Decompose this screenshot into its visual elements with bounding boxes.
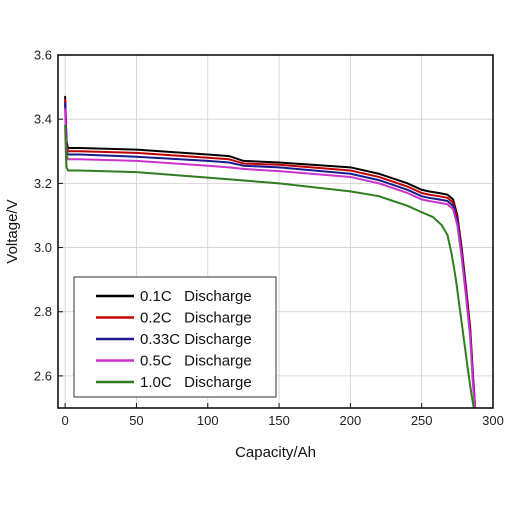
legend-label: 0.1C Discharge <box>140 288 252 305</box>
series-group <box>64 95 477 408</box>
y-tick-label: 3.2 <box>34 176 52 191</box>
y-axis-title: Voltage/V <box>4 199 21 263</box>
x-tick-label: 50 <box>129 413 143 428</box>
legend-label: 0.2C Discharge <box>140 310 252 327</box>
y-tick-label: 2.8 <box>34 304 52 319</box>
x-tick-label: 250 <box>411 413 433 428</box>
x-axis-title: Capacity/Ah <box>235 444 316 461</box>
x-tick-label: 200 <box>340 413 362 428</box>
series-line <box>64 124 475 408</box>
y-tick-label: 3.6 <box>34 48 52 63</box>
y-tick-label: 3.0 <box>34 240 52 255</box>
y-tick-label: 3.4 <box>34 112 52 127</box>
legend: 0.1C Discharge 0.2C Discharge 0.33C Discha… <box>73 276 277 398</box>
x-tick-label: 150 <box>268 413 290 428</box>
series-line <box>64 108 477 408</box>
plot-frame <box>57 54 494 409</box>
x-tick-label: 300 <box>482 413 504 428</box>
legend-label: 0.5C Discharge <box>140 353 252 370</box>
x-tick-label: 0 <box>62 413 69 428</box>
legend-label: 1.0C Discharge <box>140 374 252 391</box>
legend-label: 0.33C Discharge <box>140 331 252 348</box>
axis-ticks: 0 50 100 150 200 250 300 2.6 2.8 3.0 3.2 3.4 3.6 <box>34 48 504 429</box>
x-tick-label: 100 <box>197 413 219 428</box>
y-tick-label: 2.6 <box>34 368 52 383</box>
